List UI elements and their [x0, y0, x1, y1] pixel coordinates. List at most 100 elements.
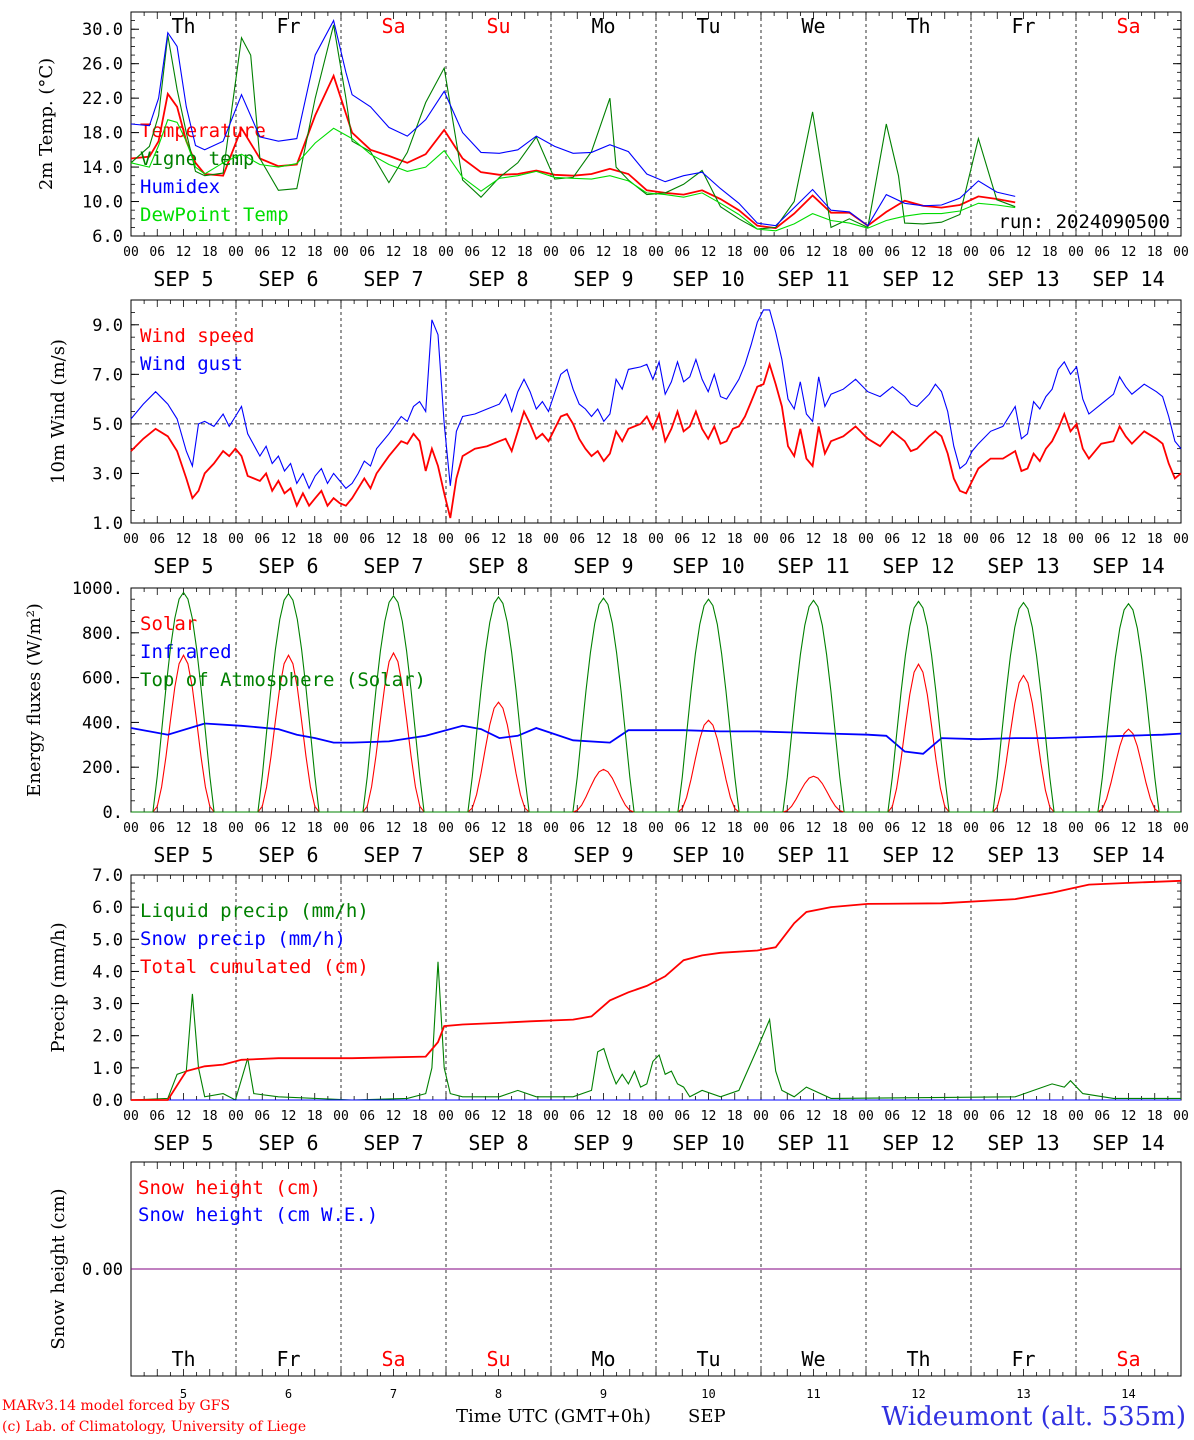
y-axis-label: Energy fluxes (W/m²): [24, 603, 45, 797]
hour-tick-label: 12: [281, 245, 297, 260]
hour-tick-label: 12: [701, 245, 717, 260]
hour-tick-label: 00: [753, 821, 769, 836]
y-tick-label: 0.: [103, 803, 123, 823]
y-tick-label: 1.0: [92, 514, 123, 534]
hour-tick-label: 18: [307, 821, 323, 836]
hour-tick-label: 18: [517, 245, 533, 260]
day-abbr-bottom: Fr: [1011, 1347, 1035, 1371]
date-label: SEP 10: [672, 267, 744, 291]
hour-tick-label: 12: [386, 821, 402, 836]
date-label: SEP 13: [987, 843, 1059, 867]
y-tick-label: 9.0: [92, 316, 123, 336]
date-label: SEP 8: [468, 1131, 528, 1155]
credit-line-2: (c) Lab. of Climatology, University of L…: [2, 1419, 307, 1435]
hour-tick-label: 18: [622, 245, 638, 260]
hour-tick-label: 12: [491, 245, 507, 260]
y-tick-label: 7.0: [92, 365, 123, 385]
date-label: SEP 12: [882, 267, 954, 291]
day-abbr-bottom: Fr: [276, 1347, 300, 1371]
hour-tick-label: 12: [596, 1109, 612, 1124]
hour-tick-label: 06: [884, 1109, 900, 1124]
date-label: SEP 11: [777, 843, 849, 867]
day-number: 11: [806, 1387, 820, 1401]
date-label: SEP 6: [258, 843, 318, 867]
hour-tick-label: 18: [622, 821, 638, 836]
y-tick-label: 5.0: [92, 930, 123, 950]
day-number: 8: [495, 1387, 502, 1401]
hour-tick-label: 18: [937, 245, 953, 260]
hour-tick-label: 00: [1173, 821, 1189, 836]
day-abbr-bottom: We: [801, 1347, 825, 1371]
day-abbr-bottom: Mo: [591, 1347, 615, 1371]
hour-tick-label: 00: [1068, 1109, 1084, 1124]
day-abbr-bottom: Sa: [381, 1347, 405, 1371]
hour-tick-label: 00: [123, 245, 139, 260]
hour-tick-label: 12: [701, 532, 717, 547]
hour-tick-label: 12: [176, 532, 192, 547]
hour-tick-label: 06: [359, 821, 375, 836]
hour-tick-label: 06: [464, 245, 480, 260]
hour-tick-label: 12: [281, 532, 297, 547]
hour-tick-label: 18: [1147, 532, 1163, 547]
hour-tick-label: 00: [333, 532, 349, 547]
legend-temperature: Temperature: [140, 120, 266, 142]
hour-tick-label: 18: [832, 532, 848, 547]
date-label: SEP 5: [153, 267, 213, 291]
hour-tick-label: 18: [727, 532, 743, 547]
plot-frame: [130, 11, 1182, 237]
hour-tick-label: 12: [596, 245, 612, 260]
hour-tick-label: 18: [622, 1109, 638, 1124]
hour-tick-label: 00: [1068, 532, 1084, 547]
day-abbr-bottom: Sa: [1116, 1347, 1140, 1371]
day-abbr-bottom: Th: [906, 1347, 930, 1371]
hour-tick-label: 00: [438, 532, 454, 547]
hour-tick-label: 06: [569, 821, 585, 836]
date-label: SEP 10: [672, 1131, 744, 1155]
legend-wind-gust: Wind gust: [140, 353, 243, 375]
date-label: SEP 7: [363, 554, 423, 578]
legend-vigne-temp: Vigne temp: [140, 148, 254, 170]
hour-tick-label: 00: [543, 532, 559, 547]
y-tick-label: 30.0: [82, 20, 123, 40]
date-label: SEP 8: [468, 843, 528, 867]
hour-tick-label: 18: [412, 532, 428, 547]
date-label: SEP 14: [1092, 554, 1164, 578]
day-abbr-bottom: Tu: [696, 1347, 720, 1371]
hour-tick-label: 12: [1016, 821, 1032, 836]
hour-tick-label: 00: [333, 821, 349, 836]
y-tick-label: 22.0: [82, 89, 123, 109]
hour-tick-label: 18: [832, 1109, 848, 1124]
hour-tick-label: 18: [517, 821, 533, 836]
hour-tick-label: 12: [806, 532, 822, 547]
hour-tick-label: 00: [753, 245, 769, 260]
hour-tick-label: 18: [307, 532, 323, 547]
credit-line-1: MARv3.14 model forced by GFS: [2, 1398, 231, 1414]
day-number: 10: [701, 1387, 715, 1401]
day-abbr-bottom: Th: [171, 1347, 195, 1371]
day-abbr: Sa: [1116, 14, 1140, 38]
hour-tick-label: 18: [1147, 1109, 1163, 1124]
hour-tick-label: 00: [543, 821, 559, 836]
hour-tick-label: 12: [1121, 245, 1137, 260]
date-label: SEP 10: [672, 554, 744, 578]
series-line-humidex: [130, 19, 1016, 227]
legend-snow-precip-mm-h-: Snow precip (mm/h): [140, 928, 346, 950]
y-tick-label: 400.: [82, 713, 123, 733]
hour-tick-label: 18: [412, 245, 428, 260]
legend-total-cumulated-cm-: Total cumulated (cm): [140, 956, 369, 978]
hour-tick-label: 00: [963, 821, 979, 836]
hour-tick-label: 18: [937, 532, 953, 547]
hour-tick-label: 06: [149, 532, 165, 547]
hour-tick-label: 00: [438, 821, 454, 836]
date-label: SEP 11: [777, 554, 849, 578]
hour-tick-label: 00: [963, 245, 979, 260]
hour-tick-label: 00: [1068, 821, 1084, 836]
hour-tick-label: 00: [228, 821, 244, 836]
hour-tick-label: 06: [359, 532, 375, 547]
day-number: 6: [285, 1387, 292, 1401]
hour-tick-label: 18: [307, 1109, 323, 1124]
hour-tick-label: 00: [963, 532, 979, 547]
hour-tick-label: 18: [622, 532, 638, 547]
series-line-top-of-atmosphere-solar-: [131, 591, 1181, 813]
hour-tick-label: 06: [569, 532, 585, 547]
